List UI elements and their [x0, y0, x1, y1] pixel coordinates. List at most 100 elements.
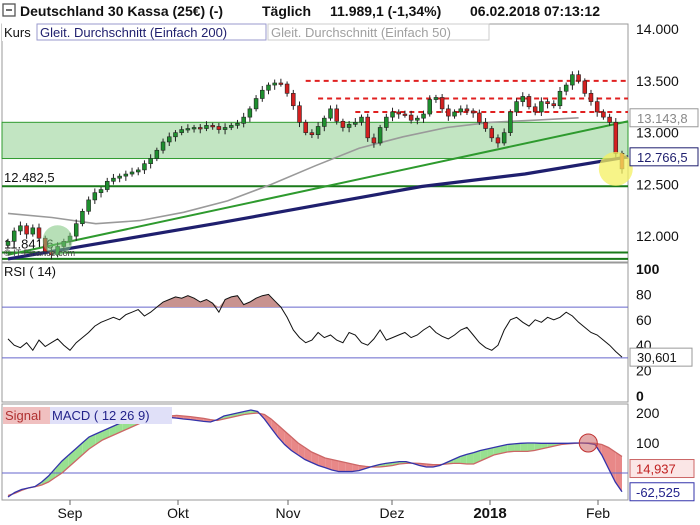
candle-body [191, 127, 197, 130]
candle-body [36, 227, 42, 239]
macd-fill-seg [500, 444, 508, 454]
macd-fill-seg [527, 443, 535, 452]
macd-marker-circle [578, 433, 598, 453]
macd-fill-seg [291, 437, 299, 455]
candle-body [241, 116, 246, 124]
candle-body [557, 90, 563, 107]
candle-body [229, 125, 234, 128]
candle-body [328, 108, 333, 119]
header-title: Deutschland 30 Kassa (25€) (-) [20, 3, 223, 19]
trendline-line [7, 120, 629, 256]
candle-body [73, 223, 79, 237]
candle-body [433, 97, 439, 100]
signal-legend: Signal [5, 408, 41, 423]
rsi-tick-5: 0 [636, 388, 644, 404]
candle-body [24, 225, 29, 235]
candle-body [601, 111, 606, 118]
candle-body [402, 113, 408, 116]
level-label-3: 12.482,5 [4, 170, 55, 185]
candle-body [563, 84, 569, 92]
macd-value-tag-1: -62,525 [636, 485, 680, 500]
candle-body [86, 199, 91, 212]
macd-fill-seg [547, 443, 555, 448]
rsi-title: RSI ( 14) [4, 264, 56, 279]
header-datetime: 06.02.2018 07:13:12 [470, 3, 600, 19]
macd-fill-seg [453, 456, 461, 464]
sma200-line [7, 155, 629, 261]
candle-body [340, 120, 346, 128]
candle-body [532, 106, 538, 113]
rsi-panel-frame [1, 262, 629, 403]
candle-body [483, 122, 488, 129]
candle-body [80, 210, 85, 225]
header-quote: 11.989,1 (-1,34%) [330, 3, 441, 19]
macd-fill-seg [264, 414, 272, 428]
macd-title: MACD ( 12 26 9) [52, 408, 150, 423]
legend-sma50-box[interactable] [267, 23, 490, 41]
price-tick-1: 13.500 [636, 73, 679, 89]
candle-body [272, 82, 277, 86]
candle-body [576, 74, 581, 82]
legend-kurs: Kurs [4, 25, 31, 40]
candles [5, 70, 625, 260]
price-value-tag-bg-1 [629, 147, 699, 167]
x-tick-1: Okt [167, 505, 189, 521]
macd-tick-1: 100 [636, 435, 660, 451]
candle-body [222, 127, 228, 130]
candle-body [495, 137, 501, 144]
support-zone [1, 121, 629, 160]
candle-body [439, 97, 445, 110]
candle-body [396, 111, 401, 115]
candle-body [588, 93, 594, 102]
candle-body [142, 163, 147, 171]
candle-body [278, 82, 284, 85]
macd-fill-seg [311, 452, 319, 466]
candle-body [346, 124, 352, 128]
candle-body [551, 103, 557, 107]
candle-body [582, 80, 588, 94]
candle-body [390, 111, 395, 118]
price-tick-2: 13.000 [636, 125, 679, 141]
candle-body [427, 99, 432, 115]
price-tick-0: 14.000 [636, 21, 679, 37]
candle-body [526, 96, 532, 108]
candle-body [520, 96, 526, 102]
candle-body [18, 225, 23, 232]
candle-body [216, 126, 222, 130]
macd-fill-seg [473, 450, 481, 464]
candle-body [446, 108, 451, 117]
rsi-overbought-area-1 [218, 294, 281, 308]
candle-body [260, 89, 265, 99]
candle-body [185, 128, 191, 131]
macd-fill-seg [115, 422, 123, 434]
candle-body [458, 108, 463, 113]
macd-fill-seg [109, 425, 116, 437]
candle-body [266, 84, 271, 91]
candle-body [111, 177, 116, 182]
candle-body [464, 108, 470, 112]
macd-fill-seg [507, 443, 515, 452]
candle-body [210, 125, 215, 128]
candle-body [359, 116, 364, 123]
candle-body [315, 126, 321, 136]
macd-fill-seg [325, 458, 332, 470]
candle-body [545, 101, 550, 104]
candle-body [173, 132, 178, 138]
macd-fill-seg [331, 459, 339, 472]
candle-body [247, 108, 253, 118]
candle-body [123, 173, 129, 177]
x-axis: Sep Okt Nov Dez 2018 Feb [58, 500, 610, 522]
macd-fill-seg [480, 449, 488, 461]
candle-body [167, 136, 172, 143]
macd-tick-0: 200 [636, 405, 660, 421]
candle-body [179, 129, 184, 133]
support-zone-rect [1, 121, 629, 160]
price-markers [42, 151, 633, 256]
candle-body [334, 108, 339, 122]
candle-body [160, 141, 166, 151]
legend-sma200-box[interactable] [36, 23, 267, 41]
candle-body [415, 117, 420, 121]
candle-body [384, 116, 389, 128]
price-tick-3: 12.500 [636, 176, 679, 192]
rsi-line [7, 293, 623, 358]
